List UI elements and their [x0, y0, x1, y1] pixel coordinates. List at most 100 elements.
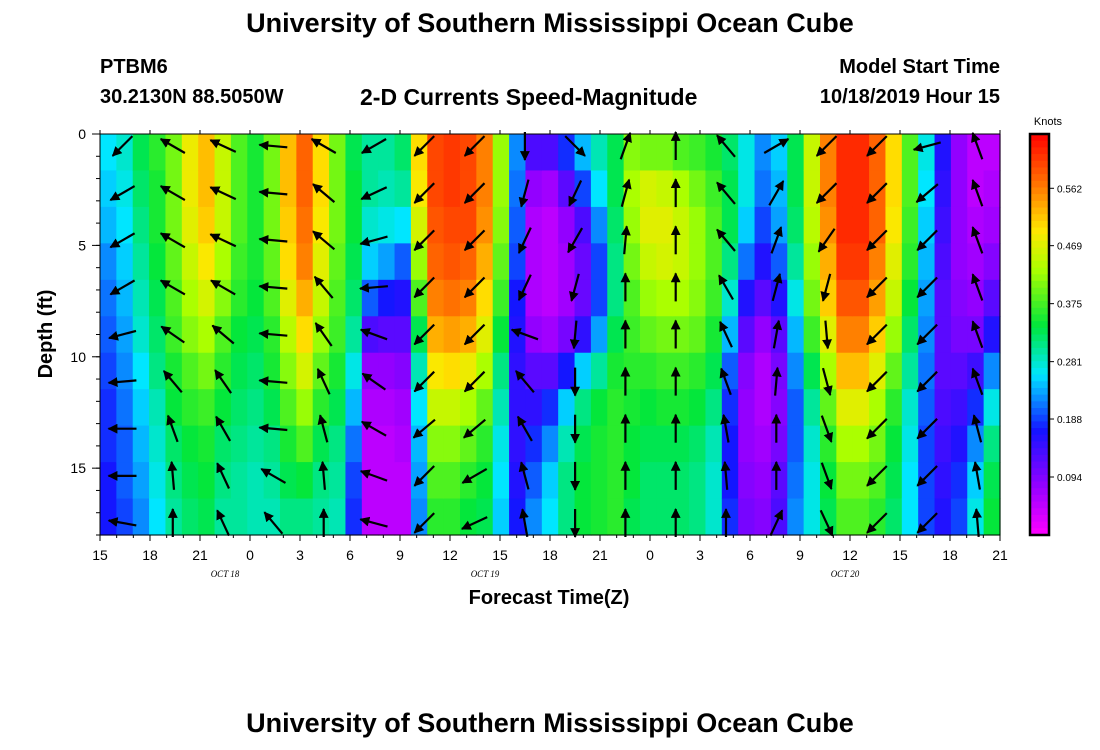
colorbar-segment [1030, 240, 1049, 249]
heatmap-cell [901, 498, 919, 536]
current-vector-arrow [258, 423, 288, 434]
heatmap-cell [869, 352, 887, 390]
heatmap-cell [787, 352, 805, 390]
heatmap-cell [116, 134, 134, 172]
heatmap-cell [983, 462, 1001, 500]
heatmap-cell [590, 352, 608, 390]
heatmap-cell [230, 425, 248, 463]
current-vector-arrow [716, 228, 736, 252]
model-start-value: 10/18/2019 Hour 15 [819, 86, 1000, 108]
heatmap-cell [656, 352, 674, 390]
heatmap-cell [280, 498, 297, 536]
heatmap-cell [443, 206, 461, 244]
heatmap-cell [623, 498, 641, 536]
current-vector-arrow [866, 418, 888, 440]
heatmap-cell [885, 243, 903, 281]
heatmap-cell [738, 134, 756, 172]
heatmap-cell [312, 498, 330, 536]
current-vector-arrow [463, 135, 486, 157]
current-vector-arrow [971, 320, 984, 349]
heatmap-cell [230, 243, 248, 281]
heatmap-cell [656, 316, 674, 354]
heatmap-cell [345, 134, 363, 172]
heatmap-cell [640, 498, 657, 536]
heatmap-cell [132, 134, 150, 172]
current-vector-arrow [866, 512, 888, 534]
heatmap-cell [181, 279, 199, 317]
heatmap-cell [918, 206, 936, 244]
heatmap-cell [836, 279, 854, 317]
heatmap-cell [803, 243, 821, 281]
heatmap-cell [280, 425, 297, 463]
heatmap-cell [198, 316, 216, 354]
chart-title: University of Southern Mississippi Ocean… [246, 8, 854, 38]
heatmap-cell [427, 243, 445, 281]
heatmap-cell [574, 243, 592, 281]
heatmap-cell [754, 498, 772, 536]
heatmap-cell [460, 425, 477, 463]
heatmap-cell [640, 243, 657, 281]
station-id: PTBM6 [100, 56, 168, 78]
heatmap-cell [263, 206, 281, 244]
current-vector-arrow [916, 418, 938, 440]
heatmap-cell [509, 498, 527, 536]
heatmap-cell [803, 498, 821, 536]
current-vector-arrow [866, 135, 888, 157]
heatmap-cell [132, 206, 150, 244]
heatmap-cell [509, 279, 527, 317]
heatmap-cell [836, 316, 854, 354]
current-vector-arrow [211, 324, 235, 345]
current-vector-arrow [413, 370, 435, 393]
colorbar-segment [1030, 394, 1049, 402]
heatmap-cell [787, 279, 805, 317]
current-vector-arrow [518, 179, 530, 208]
current-vector-arrow [209, 139, 237, 153]
heatmap-cell [149, 279, 167, 317]
colorbar-segment [1030, 254, 1049, 262]
heatmap-cell [558, 425, 576, 463]
heatmap-cell [492, 206, 510, 244]
heatmap-cell [394, 170, 412, 208]
heatmap-cell [901, 206, 919, 244]
heatmap-cell [329, 170, 347, 208]
heatmap-cell [705, 462, 723, 500]
colorbar-segment [1030, 481, 1049, 489]
heatmap-cell [345, 170, 363, 208]
heatmap-cell [329, 206, 347, 244]
heatmap-cell [427, 206, 445, 244]
station-coordinates: 30.2130N 88.5050W [100, 86, 284, 108]
heatmap-cell [116, 170, 134, 208]
x-tick-label: 15 [92, 547, 108, 563]
current-vectors [107, 131, 984, 538]
heatmap-cell [427, 316, 445, 354]
heatmap-cell [607, 170, 625, 208]
heatmap-cell [149, 462, 167, 500]
x-tick-label: 12 [842, 547, 858, 563]
heatmap-cell [574, 462, 592, 500]
current-vector-arrow [916, 276, 938, 299]
heatmap-cell [689, 279, 707, 317]
heatmap-cell [296, 352, 314, 390]
colorbar-segment [1030, 247, 1049, 255]
heatmap-cell [934, 425, 952, 463]
heatmap-cell [754, 389, 772, 427]
current-vector-arrow [916, 512, 938, 534]
heatmap-cell [214, 279, 232, 317]
heatmap-cell [590, 206, 608, 244]
current-vector-arrow [771, 272, 783, 302]
heatmap-cell [427, 425, 445, 463]
heatmap-cell [345, 389, 363, 427]
x-tick-label: 21 [992, 547, 1008, 563]
heatmap-cell [263, 462, 281, 500]
heatmap-cell [754, 243, 772, 281]
heatmap-cell [476, 389, 494, 427]
heatmap-cell [950, 352, 968, 390]
heatmap-cell [607, 389, 625, 427]
colorbar-segment [1030, 260, 1049, 269]
heatmap-cell [460, 389, 477, 427]
heatmap-cell [607, 134, 625, 172]
current-vector-arrow [258, 329, 288, 339]
current-vector-arrow [971, 131, 984, 160]
chart-subtitle: 2-D Currents Speed-Magnitude [360, 84, 698, 110]
heatmap-cell [901, 462, 919, 500]
